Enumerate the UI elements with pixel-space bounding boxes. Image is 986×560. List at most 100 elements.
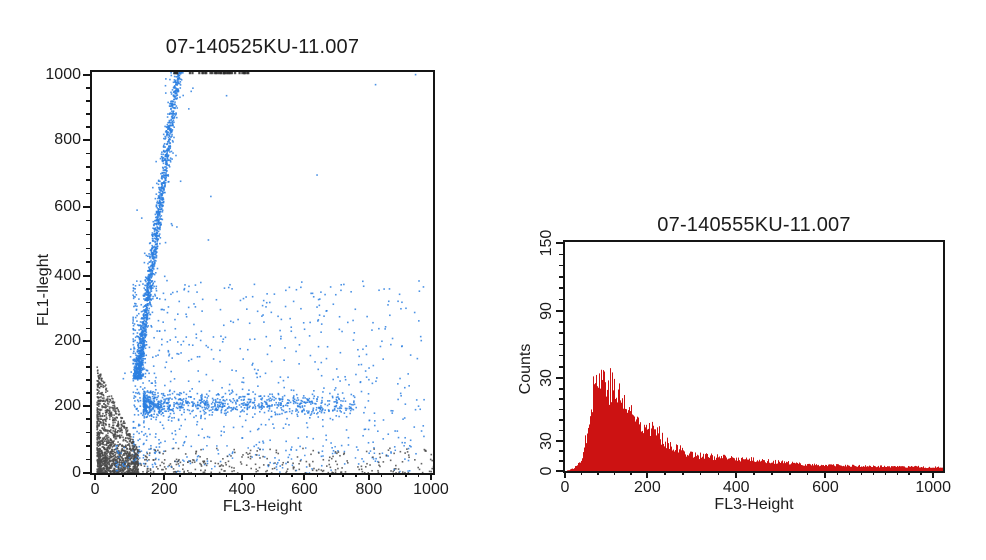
x-minor-tick: [417, 473, 420, 477]
x-minor-tick: [630, 471, 632, 475]
x-minor-tick: [149, 473, 152, 477]
y-minor-tick: [86, 247, 90, 250]
y-minor-tick: [86, 353, 90, 356]
y-minor-tick: [559, 354, 563, 357]
x-tick: [564, 471, 566, 478]
x-tick-label: 200: [150, 481, 178, 498]
x-tick-label: 1000: [413, 481, 449, 498]
y-tick-label: 800: [54, 131, 81, 149]
y-minor-tick: [86, 301, 90, 303]
y-minor-tick: [559, 332, 563, 334]
x-tick-label: 600: [291, 481, 318, 498]
y-minor-tick: [86, 113, 90, 115]
x-minor-tick: [342, 473, 344, 477]
x-minor-tick: [316, 473, 319, 477]
x-minor-tick: [278, 473, 281, 477]
y-minor-tick: [559, 429, 563, 432]
y-minor-tick: [559, 419, 563, 421]
y-minor-tick: [86, 152, 90, 155]
x-minor-tick: [135, 473, 138, 477]
y-minor-tick: [559, 460, 563, 462]
y-tick: [83, 472, 90, 474]
x-tick: [932, 471, 935, 478]
x-minor-tick: [848, 471, 851, 475]
x-minor-tick: [771, 471, 773, 475]
y-minor-tick: [559, 450, 563, 452]
x-minor-tick: [179, 473, 181, 477]
histogram-plot-title: 07-140555KU-11.007: [657, 214, 851, 236]
x-minor-tick: [194, 473, 197, 477]
y-tick: [83, 275, 90, 278]
x-minor-tick: [613, 471, 616, 475]
y-minor-tick: [86, 327, 90, 330]
x-minor-tick: [682, 471, 684, 475]
x-minor-tick: [806, 471, 809, 475]
scatter-x-axis-label: FL3-Height: [222, 498, 303, 515]
y-minor-tick: [86, 87, 90, 89]
x-tick: [735, 471, 738, 478]
y-minor-tick: [559, 343, 563, 346]
y-minor-tick: [86, 219, 90, 222]
y-minor-tick: [86, 458, 90, 461]
y-tick: [556, 470, 563, 472]
x-tick-label: 800: [355, 481, 383, 498]
x-tick: [824, 471, 827, 478]
x-tick-label: 0: [560, 479, 570, 496]
x-tick: [241, 473, 244, 480]
y-minor-tick: [86, 261, 90, 263]
y-minor-tick: [86, 418, 90, 420]
x-minor-tick: [597, 471, 599, 475]
x-minor-tick: [122, 473, 124, 477]
y-tick-label: 150: [538, 229, 555, 257]
histogram-plot-frame: 0 200 400 600 1000 150 90 30 30 0: [538, 230, 951, 496]
y-minor-tick: [86, 179, 90, 181]
y-tick: [556, 440, 563, 443]
y-minor-tick: [559, 298, 563, 301]
y-tick-label: 1000: [45, 65, 81, 83]
y-minor-tick: [559, 264, 563, 267]
scatter-plot-frame: 0 200 400 600 800 1000 1000 800 600 400 200 200 0: [45, 66, 448, 498]
x-minor-tick: [908, 471, 910, 475]
x-minor-tick: [210, 473, 212, 477]
x-minor-tick: [753, 471, 755, 475]
y-minor-tick: [86, 314, 90, 317]
y-tick: [556, 377, 563, 380]
y-minor-tick: [86, 192, 90, 195]
x-tick: [303, 473, 306, 480]
x-tick-label: 600: [812, 479, 839, 496]
y-minor-tick: [559, 408, 563, 411]
x-minor-tick: [392, 473, 395, 477]
x-minor-tick: [329, 473, 331, 477]
y-minor-tick: [559, 287, 563, 289]
y-minor-tick: [559, 321, 563, 323]
x-minor-tick: [580, 471, 583, 475]
y-minor-tick: [559, 398, 563, 400]
y-minor-tick: [86, 431, 90, 434]
y-minor-tick: [86, 233, 90, 236]
x-minor-tick: [717, 471, 720, 475]
x-minor-tick: [355, 473, 357, 477]
y-minor-tick: [86, 379, 90, 381]
x-minor-tick: [920, 471, 922, 475]
y-minor-tick: [86, 366, 90, 368]
y-tick-label: 90: [538, 301, 555, 320]
x-minor-tick: [872, 471, 875, 475]
y-tick: [83, 340, 90, 343]
histogram-x-axis-label: FL3-Height: [714, 496, 794, 513]
x-tick-label: 200: [634, 479, 661, 496]
y-tick-label: 600: [54, 197, 81, 215]
scatter-y-axis-label: FL1-Ileght: [35, 253, 52, 326]
y-minor-tick: [559, 366, 563, 368]
x-minor-tick: [836, 471, 839, 475]
histogram-canvas: [565, 242, 943, 471]
y-minor-tick: [86, 288, 90, 290]
x-minor-tick: [664, 471, 666, 475]
x-minor-tick: [266, 473, 268, 477]
y-minor-tick: [86, 100, 90, 102]
x-tick-label: 400: [722, 479, 750, 496]
x-tick: [429, 473, 432, 480]
y-minor-tick: [86, 166, 90, 168]
x-minor-tick: [380, 473, 383, 477]
x-minor-tick: [253, 473, 256, 477]
x-minor-tick: [789, 471, 791, 475]
